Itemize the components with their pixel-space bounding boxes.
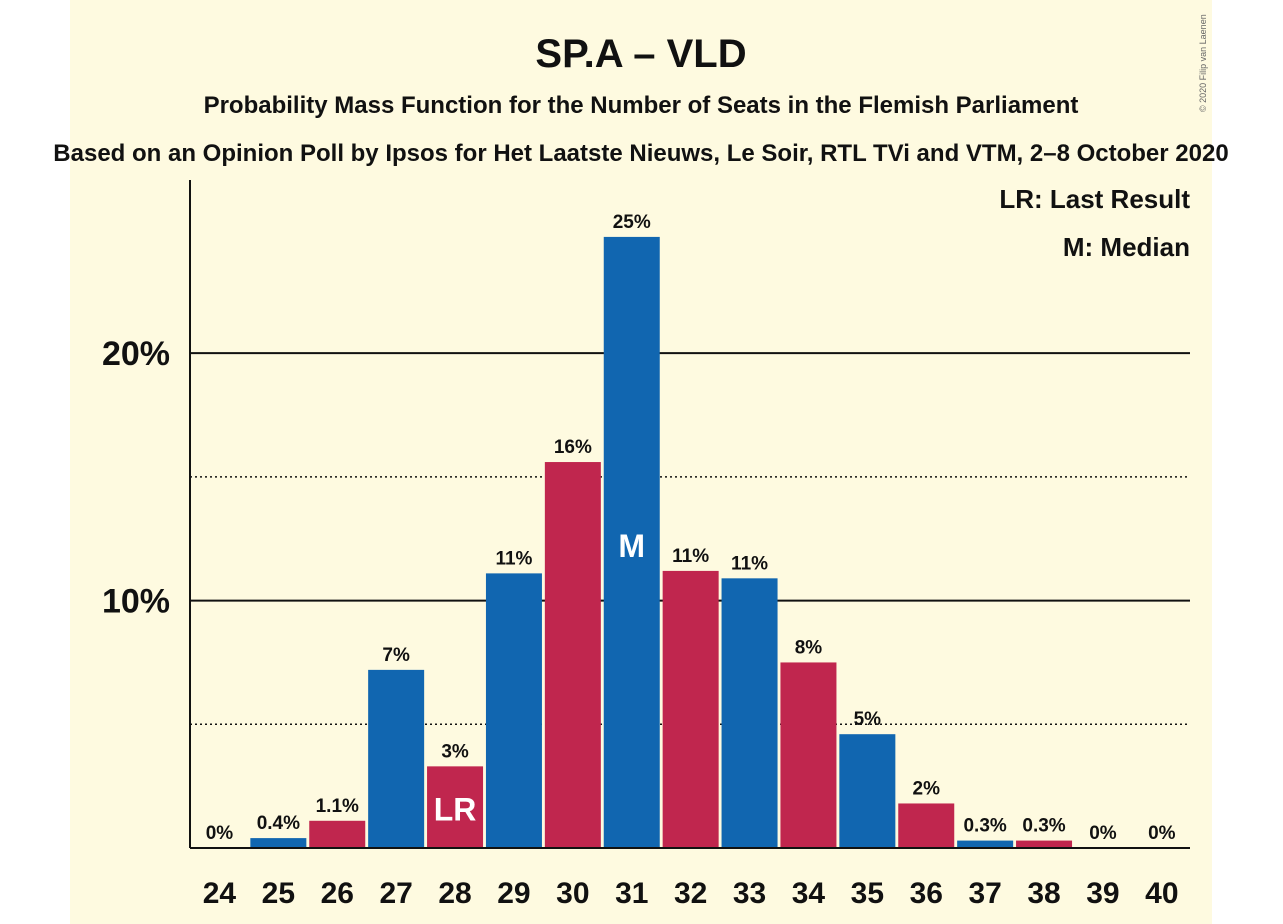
x-tick-label: 38: [1027, 877, 1060, 910]
x-tick-label: 37: [968, 877, 1001, 910]
x-tick-label: 24: [203, 877, 237, 910]
x-tick-label: 31: [615, 877, 648, 910]
data-labels: 0% 0.4% 1.1% 7% 3% 11% 16% 25% 11% 11% 8% 5% 2% 0.3% 0…: [206, 212, 1176, 844]
data-label: 0%: [206, 823, 234, 844]
copyright-notice: © 2020 Filip van Laenen: [1198, 14, 1208, 112]
bar-annotation: LR: [434, 791, 477, 827]
x-tick-label: 29: [497, 877, 530, 910]
x-tick-label: 25: [262, 877, 295, 910]
x-tick-label: 27: [379, 877, 412, 910]
legend-last-result: LR: Last Result: [999, 184, 1190, 214]
bar: [662, 570, 719, 848]
data-label: 0.3%: [963, 816, 1006, 837]
data-label: 0%: [1089, 823, 1117, 844]
x-tick-label: 30: [556, 877, 589, 910]
y-tick-label: 20%: [102, 335, 170, 373]
bar-annotation: M: [618, 528, 645, 564]
bar: [427, 766, 484, 848]
data-label: 25%: [613, 212, 651, 233]
data-label: 2%: [913, 778, 941, 799]
data-label: 0.4%: [257, 813, 300, 834]
bar: [485, 573, 542, 848]
x-tick-label: 39: [1086, 877, 1119, 910]
x-tick-label: 26: [321, 877, 354, 910]
data-label: 5%: [854, 709, 882, 730]
data-label: 11%: [731, 553, 768, 574]
bar: [603, 236, 660, 849]
bar: [839, 734, 896, 848]
x-tick-label: 33: [733, 877, 766, 910]
legend-median: M: Median: [1063, 232, 1190, 262]
data-label: 11%: [672, 546, 709, 567]
data-label: 3%: [441, 741, 469, 762]
data-label: 11%: [495, 548, 532, 569]
x-tick-label: 35: [851, 877, 884, 910]
chart-title: SP.A – VLD: [535, 32, 746, 76]
y-tick-label: 10%: [102, 583, 170, 621]
x-tick-label: 34: [792, 877, 826, 910]
x-tick-label: 28: [438, 877, 471, 910]
data-label: 0%: [1148, 823, 1176, 844]
bar: [368, 669, 425, 848]
bar: [1016, 840, 1073, 848]
bar: [309, 820, 366, 848]
bars: [250, 236, 1073, 849]
bar: [544, 462, 601, 848]
bar: [250, 838, 307, 848]
chart-subtitle: Probability Mass Function for the Number…: [204, 92, 1079, 119]
x-tick-label: 36: [910, 877, 943, 910]
bar: [721, 578, 778, 848]
axes: 10% 20% 24 25 26 27 28 29 30 31 32 33 34 35 36 37 38 39 40: [102, 180, 1190, 910]
x-tick-label: 32: [674, 877, 707, 910]
chart-subtitle-source: Based on an Opinion Poll by Ipsos for He…: [53, 140, 1228, 167]
data-label: 16%: [554, 437, 592, 458]
bar: [957, 840, 1014, 848]
data-label: 8%: [795, 637, 823, 658]
bar: [898, 803, 955, 848]
data-label: 1.1%: [316, 796, 359, 817]
bar: [780, 662, 837, 848]
data-label: 7%: [382, 645, 410, 666]
data-label: 0.3%: [1022, 816, 1065, 837]
x-tick-label: 40: [1145, 877, 1178, 910]
